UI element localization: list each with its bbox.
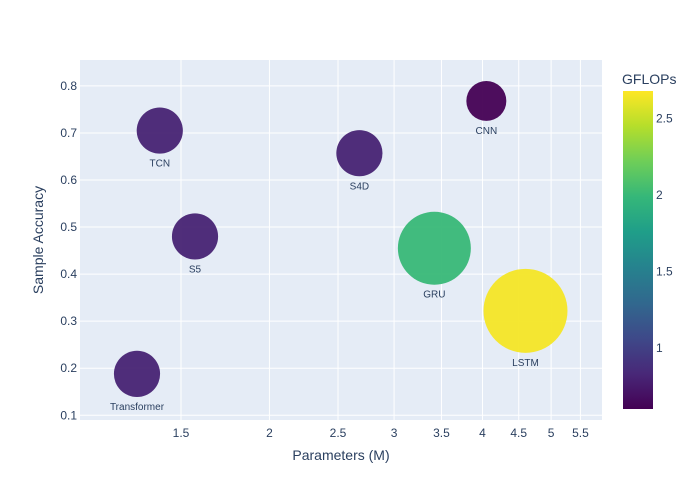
colorbar xyxy=(623,91,653,409)
x-tick-label: 4 xyxy=(479,426,486,440)
x-tick-label: 5 xyxy=(548,426,555,440)
y-tick-label: 0.4 xyxy=(60,267,77,281)
bubble-label-s4d: S4D xyxy=(350,181,369,192)
y-tick-label: 0.5 xyxy=(60,220,77,234)
bubble-cnn xyxy=(466,80,507,121)
x-tick-label: 4.5 xyxy=(510,426,527,440)
bubbles xyxy=(113,80,568,397)
colorbar-tick-label: 2 xyxy=(656,188,663,202)
colorbar-title: GFLOPs xyxy=(622,71,676,87)
y-axis-title: Sample Accuracy xyxy=(30,186,46,294)
y-tick-label: 0.7 xyxy=(60,126,77,140)
x-tick-label: 5.5 xyxy=(572,426,589,440)
bubble-label-s5: S5 xyxy=(189,265,202,276)
bubble-gru xyxy=(397,211,471,285)
bubble-label-transformer: Transformer xyxy=(110,402,165,413)
x-tick-label: 2.5 xyxy=(330,426,347,440)
bubble-labels: TCN S5 Transformer S4D GRU CNN LSTM xyxy=(110,126,539,413)
y-tick-label: 0.6 xyxy=(60,173,77,187)
colorbar-tick-label: 1 xyxy=(656,341,663,355)
bubble-s5 xyxy=(171,213,219,260)
y-tick-label: 0.8 xyxy=(60,79,77,93)
bubble-s4d xyxy=(336,130,383,177)
x-tick-label: 3 xyxy=(391,426,398,440)
y-tick-label: 0.1 xyxy=(60,408,77,422)
y-tick-labels: 0.1 0.2 0.3 0.4 0.5 0.6 0.7 0.8 xyxy=(60,79,77,422)
x-tick-label: 1.5 xyxy=(173,426,190,440)
y-tick-label: 0.3 xyxy=(60,314,77,328)
bubble-label-tcn: TCN xyxy=(149,159,170,170)
x-tick-label: 2 xyxy=(266,426,273,440)
bubble-label-lstm: LSTM xyxy=(512,358,539,369)
bubble-label-gru: GRU xyxy=(423,290,445,301)
x-tick-label: 3.5 xyxy=(433,426,450,440)
bubble-transformer xyxy=(113,350,161,397)
x-gridlines xyxy=(180,60,581,420)
bubble-lstm xyxy=(483,268,568,353)
x-tick-labels: 1.5 2 2.5 3 3.5 4 4.5 5 5.5 xyxy=(173,426,589,440)
colorbar-tick-label: 1.5 xyxy=(656,264,673,278)
x-axis-title: Parameters (M) xyxy=(292,447,389,463)
bubble-tcn xyxy=(136,107,183,154)
colorbar-tick-label: 2.5 xyxy=(656,112,673,126)
colorbar-tick-labels: 1 1.5 2 2.5 xyxy=(656,112,673,355)
y-tick-label: 0.2 xyxy=(60,361,77,375)
bubble-label-cnn: CNN xyxy=(476,126,498,137)
